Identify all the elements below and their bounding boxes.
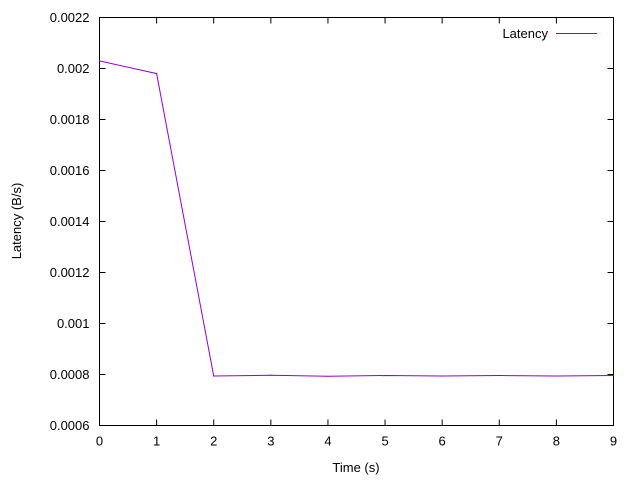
data-point-9 bbox=[612, 374, 615, 377]
legend: Latency bbox=[502, 26, 597, 41]
plot-frame bbox=[99, 17, 614, 426]
tick-labels-layer: 0 1 2 3 4 5 6 7 8 9 0.0006 0.0008 0.001 0.0012 0.0014 0… bbox=[50, 10, 617, 449]
data-point-5 bbox=[384, 374, 386, 377]
x-tick-label-3: 3 bbox=[267, 434, 274, 449]
data-point-7 bbox=[498, 374, 500, 377]
data-point-2 bbox=[213, 375, 215, 377]
x-tick-label-9: 9 bbox=[610, 434, 617, 449]
ticks-layer bbox=[99, 17, 614, 426]
data-point-6 bbox=[441, 375, 443, 377]
x-tick-label-4: 4 bbox=[324, 434, 331, 449]
data-point-8 bbox=[555, 375, 557, 377]
y-tick-label-0.0012: 0.0012 bbox=[50, 265, 90, 280]
data-point-0 bbox=[98, 60, 101, 62]
x-tick-label-5: 5 bbox=[381, 434, 388, 449]
y-tick-label-0.0016: 0.0016 bbox=[50, 163, 90, 178]
series-line-latency bbox=[99, 60, 614, 377]
y-tick-label-0.0014: 0.0014 bbox=[50, 214, 90, 229]
y-tick-label-0.001: 0.001 bbox=[57, 316, 90, 331]
x-tick-label-7: 7 bbox=[496, 434, 503, 449]
x-tick-label-0: 0 bbox=[96, 434, 103, 449]
y-tick-label-0.0006: 0.0006 bbox=[50, 418, 90, 433]
x-tick-label-8: 8 bbox=[553, 434, 560, 449]
x-tick-label-2: 2 bbox=[210, 434, 217, 449]
data-point-3 bbox=[270, 374, 272, 376]
data-point-4 bbox=[327, 375, 329, 377]
y-tick-label-0.0008: 0.0008 bbox=[50, 367, 90, 382]
y-tick-label-0.0022: 0.0022 bbox=[50, 10, 90, 25]
x-tick-label-1: 1 bbox=[153, 434, 160, 449]
x-axis-label: Time (s) bbox=[332, 460, 379, 475]
x-tick-label-6: 6 bbox=[439, 434, 446, 449]
y-tick-label-0.002: 0.002 bbox=[57, 61, 90, 76]
series-layer bbox=[98, 60, 615, 377]
y-tick-label-0.0018: 0.0018 bbox=[50, 112, 90, 127]
y-axis-label: Latency (B/s) bbox=[9, 183, 24, 260]
legend-label: Latency bbox=[502, 26, 548, 41]
data-point-1 bbox=[156, 73, 158, 75]
